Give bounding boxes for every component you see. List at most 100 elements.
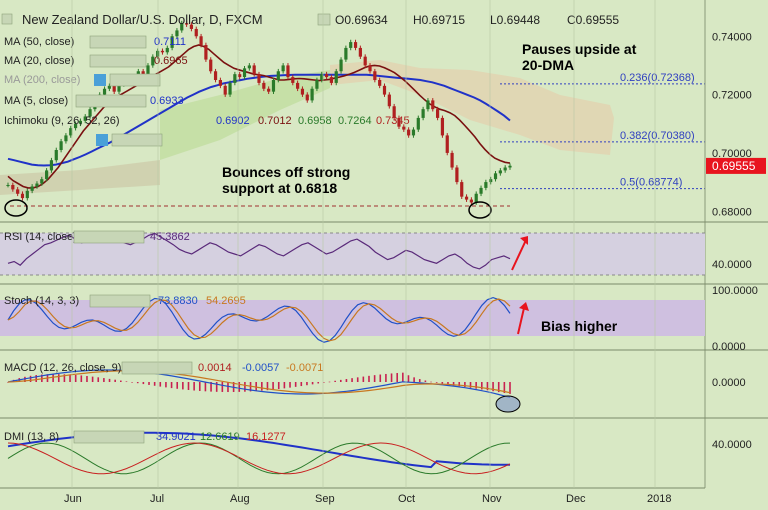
- candle-body: [474, 193, 478, 203]
- ma50-value: 0.7111: [154, 36, 186, 48]
- macd-histogram-bar: [57, 374, 60, 382]
- ichimoku-controls[interactable]: [111, 133, 163, 147]
- macd-histogram-bar: [323, 382, 325, 383]
- candle-body: [20, 193, 25, 199]
- macd-histogram-bar: [187, 382, 190, 391]
- rsi-axis-tick: 40.0000: [712, 259, 752, 271]
- candle-body: [107, 85, 111, 89]
- ma5-value: 0.6933: [150, 95, 184, 107]
- macd-histogram-bar: [464, 382, 466, 388]
- macd-histogram-bar: [69, 374, 71, 382]
- dmi-controls[interactable]: [73, 430, 145, 444]
- candle-body: [363, 56, 367, 66]
- macd-histogram-bar: [131, 382, 133, 383]
- macd-histogram-bar: [300, 382, 303, 387]
- macd-histogram-bar: [407, 375, 410, 382]
- price-axis: [705, 0, 768, 510]
- macd-histogram-bar: [390, 373, 393, 382]
- visibility-toggle-icon[interactable]: [96, 134, 108, 146]
- macd-histogram-bar: [368, 375, 370, 382]
- stoch-arrow: [517, 307, 525, 335]
- macd-histogram-bar: [356, 377, 359, 382]
- candle-body: [421, 109, 425, 118]
- macd-histogram-bar: [379, 374, 382, 382]
- dmi-value-3: 16.1277: [246, 431, 286, 443]
- ma20-value: 0.6965: [154, 55, 188, 67]
- price-axis-ticks: 0.74000 0.72000 0.70000 0.68000: [712, 31, 752, 218]
- macd-histogram-bar: [176, 382, 179, 389]
- candle-body: [286, 65, 290, 78]
- time-tick-label: Oct: [398, 493, 415, 505]
- time-tick-label: Nov: [482, 493, 502, 505]
- stoch-controls[interactable]: [89, 294, 151, 308]
- macd-histogram-bar: [165, 382, 167, 388]
- rsi-controls[interactable]: [73, 230, 145, 244]
- candle-body: [170, 36, 174, 48]
- macd-histogram-bar: [385, 373, 387, 382]
- candle-body: [102, 88, 107, 95]
- stoch-value-d: 54.2695: [206, 295, 246, 307]
- candle-body: [378, 80, 382, 86]
- visibility-toggle-icon[interactable]: [94, 74, 106, 86]
- last-price-text: 0.69555: [712, 159, 756, 173]
- settings-icon[interactable]: [317, 13, 331, 26]
- macd-histogram-bar: [413, 377, 415, 382]
- macd-histogram-bar: [136, 382, 139, 384]
- macd-controls[interactable]: [121, 361, 193, 375]
- macd-histogram-bar: [198, 382, 201, 391]
- ma50-controls[interactable]: [89, 35, 147, 49]
- time-tick-label: Dec: [566, 493, 586, 505]
- candle-body: [151, 56, 155, 66]
- candle-body: [431, 100, 435, 110]
- candle-body: [25, 190, 29, 199]
- macd-histogram-bar: [193, 382, 195, 391]
- quote-close: C0.69555: [567, 13, 619, 27]
- candle-body: [344, 47, 348, 60]
- ma20-controls[interactable]: [89, 54, 147, 68]
- candle-body: [407, 129, 411, 136]
- candle-body: [267, 88, 271, 92]
- macd-histogram-bar: [345, 379, 348, 382]
- candle-body: [508, 165, 512, 168]
- ichimoku-label: Ichimoku (9, 26, 52, 26): [4, 115, 120, 127]
- candle-body: [291, 77, 295, 83]
- time-tick-label: Aug: [230, 493, 250, 505]
- macd-histogram-bar: [261, 382, 263, 391]
- macd-histogram-bar: [63, 374, 66, 382]
- candle-body: [464, 196, 469, 200]
- macd-histogram-bar: [204, 382, 207, 392]
- macd-histogram-bar: [277, 382, 280, 390]
- candle-body: [435, 109, 440, 118]
- stoch-axis-bottom: 0.0000: [712, 341, 746, 353]
- rsi-arrow: [511, 239, 527, 271]
- time-axis: Jun Jul Aug Sep Oct Nov Dec 2018: [64, 0, 671, 505]
- macd-histogram-bar: [114, 379, 116, 382]
- candle-body: [194, 28, 198, 37]
- candle-body: [88, 109, 92, 117]
- candle-body: [141, 71, 145, 75]
- candle-body: [16, 189, 20, 194]
- candle-body: [296, 82, 300, 89]
- chevron-down-icon[interactable]: [1, 13, 13, 25]
- arrow-up-icon: [520, 236, 528, 245]
- macd-value-3: -0.0071: [286, 362, 323, 374]
- macd-histogram-bar: [35, 375, 38, 382]
- macd-histogram-bar: [238, 382, 241, 392]
- macd-histogram-bar: [182, 382, 184, 390]
- ma5-controls[interactable]: [75, 94, 147, 108]
- candle-body: [300, 88, 305, 95]
- candle-body: [156, 50, 160, 57]
- ichimoku-v1: 0.6902: [216, 115, 250, 127]
- candle-body: [213, 71, 218, 80]
- candle-body: [64, 135, 68, 142]
- candle-body: [247, 65, 251, 69]
- ma200-controls[interactable]: [109, 73, 161, 87]
- annotation-bounce-line1: Bounces off strong: [222, 164, 350, 180]
- candle-body: [349, 42, 353, 48]
- macd-histogram-bar: [227, 382, 229, 393]
- macd-histogram-bar: [86, 375, 88, 382]
- macd-histogram-bar: [469, 382, 472, 388]
- candle-body: [184, 23, 189, 25]
- macd-histogram-bar: [373, 375, 376, 382]
